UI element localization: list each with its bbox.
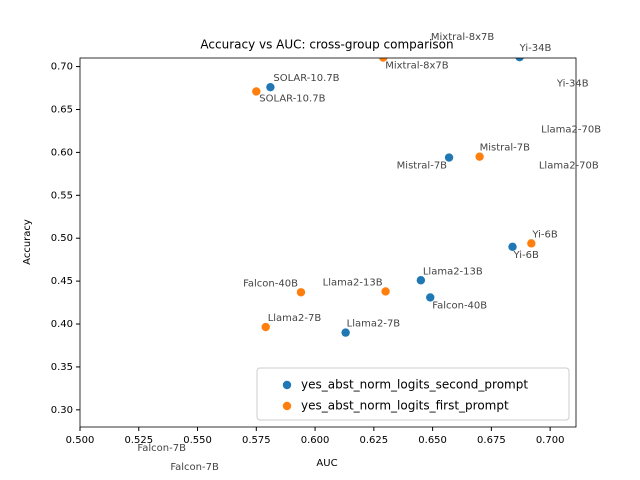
point-label: SOLAR-10.7B: [273, 73, 339, 84]
legend-marker: [282, 401, 292, 411]
x-tick-label: 0.600: [301, 435, 330, 446]
point: [261, 322, 270, 332]
y-tick-label: 0.55: [51, 190, 73, 201]
point-label: Llama2-70B: [541, 124, 601, 135]
x-tick-label: 0.625: [360, 435, 389, 446]
x-axis-label: AUC: [316, 458, 337, 469]
y-tick-label: 0.40: [51, 319, 73, 330]
plot-area: [252, 58, 613, 337]
y-tick-label: 0.60: [51, 147, 73, 158]
point: [379, 58, 388, 62]
y-tick-label: 0.45: [51, 276, 73, 287]
point-label: Mistral-7B: [480, 143, 531, 154]
x-tick-label: 0.550: [183, 435, 212, 446]
y-tick-label: 0.65: [51, 104, 73, 115]
point-label: Falcon-7B: [137, 443, 186, 454]
point-label: Yi-34B: [519, 43, 552, 54]
point: [381, 287, 390, 296]
x-tick-label: 0.700: [536, 435, 565, 446]
y-axis-label: Accuracy: [22, 219, 33, 265]
point-label: Yi-6B: [513, 250, 540, 261]
point-label: Falcon-40B: [432, 300, 487, 311]
point: [593, 148, 601, 156]
point-label: Falcon-7B: [170, 462, 219, 473]
point: [508, 242, 517, 251]
y-tick-label: 0.50: [51, 233, 73, 244]
point-label: Yi-6B: [531, 229, 558, 240]
point-label: Mistral-7B: [397, 161, 448, 172]
point: [426, 293, 435, 302]
point: [527, 239, 536, 248]
point: [341, 328, 350, 337]
legend-marker: [282, 380, 292, 390]
point-label: Mixtral-8x7B: [385, 61, 449, 72]
chart-title: Accuracy vs AUC: cross-group comparison: [200, 38, 453, 52]
point: [605, 80, 613, 88]
x-tick-label: 0.650: [418, 435, 447, 446]
point: [266, 82, 275, 92]
point: [252, 87, 261, 96]
y-tick-label: 0.30: [51, 405, 73, 416]
legend-box: [256, 367, 570, 421]
y-tick-label: 0.35: [51, 362, 73, 373]
point: [296, 288, 306, 297]
legend-label: yes_abst_norm_logits_first_prompt: [301, 399, 509, 413]
point-label: Llama2-13B: [323, 277, 383, 288]
y-tick-label: 0.70: [51, 62, 73, 73]
point-label: Llama2-70B: [539, 160, 599, 171]
point: [515, 58, 524, 62]
point-label: Falcon-40B: [243, 278, 298, 289]
point: [444, 153, 454, 162]
axes-frame: [79, 57, 577, 428]
point-label: SOLAR-10.7B: [259, 93, 325, 104]
point: [598, 161, 606, 169]
point-label: Llama2-7B: [347, 319, 401, 330]
point-label: Llama2-13B: [423, 266, 483, 277]
x-tick-label: 0.575: [242, 435, 271, 446]
point-label: Mixtral-8x7B: [431, 32, 495, 43]
point: [416, 276, 426, 285]
x-tick-label: 0.525: [124, 435, 153, 446]
x-tick-label: 0.675: [477, 435, 506, 446]
point: [475, 152, 484, 161]
legend-label: yes_abst_norm_logits_second_prompt: [301, 378, 528, 392]
point-label: Llama2-7B: [268, 313, 322, 324]
point-label: Yi-34B: [556, 79, 589, 90]
x-tick-label: 0.500: [66, 435, 95, 446]
